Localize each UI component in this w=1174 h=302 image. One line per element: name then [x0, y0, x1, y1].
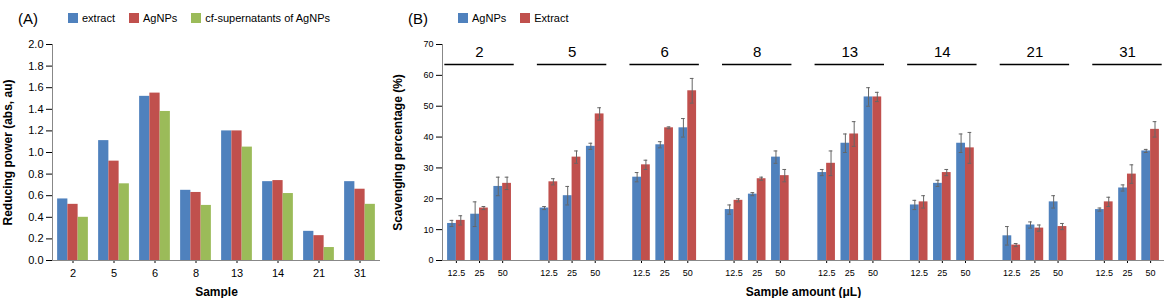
- svg-text:1.6: 1.6: [28, 81, 43, 93]
- svg-text:40: 40: [423, 132, 433, 142]
- svg-text:1.0: 1.0: [28, 146, 43, 158]
- svg-text:2: 2: [70, 267, 76, 279]
- svg-text:13: 13: [231, 267, 243, 279]
- svg-text:12.5: 12.5: [818, 268, 836, 278]
- svg-text:6: 6: [660, 43, 668, 60]
- svg-text:25: 25: [752, 268, 762, 278]
- svg-text:1.8: 1.8: [28, 60, 43, 72]
- svg-text:12.5: 12.5: [633, 268, 651, 278]
- svg-text:70: 70: [423, 39, 433, 49]
- svg-text:5: 5: [111, 267, 117, 279]
- html-text:extract: extract: [82, 12, 115, 24]
- svg-text:5: 5: [568, 43, 576, 60]
- svg-text:50: 50: [775, 268, 785, 278]
- svg-text:50: 50: [683, 268, 693, 278]
- svg-text:25: 25: [937, 268, 947, 278]
- svg-text:12.5: 12.5: [910, 268, 928, 278]
- svg-text:0: 0: [428, 255, 433, 265]
- svg-text:50: 50: [868, 268, 878, 278]
- svg-text:0.6: 0.6: [28, 189, 43, 201]
- svg-text:2.0: 2.0: [28, 38, 43, 50]
- svg-text:31: 31: [1119, 43, 1136, 60]
- svg-text:0.0: 0.0: [28, 254, 43, 266]
- svg-text:10: 10: [423, 225, 433, 235]
- svg-text:13: 13: [841, 43, 858, 60]
- svg-text:20: 20: [423, 194, 433, 204]
- svg-text:21: 21: [1027, 43, 1044, 60]
- svg-text:Sample amount (μL): Sample amount (μL): [746, 285, 861, 299]
- svg-text:1.2: 1.2: [28, 124, 43, 136]
- svg-text:2: 2: [475, 43, 483, 60]
- svg-text:8: 8: [193, 267, 199, 279]
- svg-text:25: 25: [567, 268, 577, 278]
- svg-text:30: 30: [423, 163, 433, 173]
- svg-text:12.5: 12.5: [1096, 268, 1114, 278]
- svg-text:14: 14: [272, 267, 284, 279]
- svg-text:25: 25: [1030, 268, 1040, 278]
- html-text:(A): (A): [18, 9, 38, 27]
- svg-text:6: 6: [152, 267, 158, 279]
- svg-text:25: 25: [475, 268, 485, 278]
- svg-text:50: 50: [498, 268, 508, 278]
- svg-text:50: 50: [423, 101, 433, 111]
- svg-text:25: 25: [1122, 268, 1132, 278]
- svg-text:12.5: 12.5: [725, 268, 743, 278]
- svg-text:0.4: 0.4: [28, 211, 43, 223]
- svg-text:31: 31: [354, 267, 366, 279]
- svg-text:Scavenging percentage (%): Scavenging percentage (%): [391, 74, 405, 231]
- html-text:Extract: Extract: [534, 12, 569, 24]
- svg-text:25: 25: [660, 268, 670, 278]
- svg-text:8: 8: [753, 43, 761, 60]
- svg-text:60: 60: [423, 70, 433, 80]
- html-text:AgNPs: AgNPs: [143, 12, 178, 24]
- svg-text:50: 50: [960, 268, 970, 278]
- svg-text:12.5: 12.5: [1003, 268, 1021, 278]
- html-text:AgNPs: AgNPs: [472, 12, 507, 24]
- svg-text:0.8: 0.8: [28, 168, 43, 180]
- svg-text:1.4: 1.4: [28, 103, 43, 115]
- svg-text:12.5: 12.5: [540, 268, 558, 278]
- svg-text:25: 25: [845, 268, 855, 278]
- svg-text:Sample: Sample: [195, 285, 238, 299]
- html-text:(B): (B): [408, 9, 428, 27]
- svg-text:50: 50: [590, 268, 600, 278]
- svg-text:21: 21: [313, 267, 325, 279]
- svg-text:12.5: 12.5: [448, 268, 466, 278]
- svg-text:14: 14: [934, 43, 951, 60]
- svg-text:50: 50: [1053, 268, 1063, 278]
- svg-text:Reducing power (abs, au): Reducing power (abs, au): [1, 79, 15, 225]
- svg-text:0.2: 0.2: [28, 232, 43, 244]
- svg-text:50: 50: [1146, 268, 1156, 278]
- html-text:cf-supernatants of AgNPs: cf-supernatants of AgNPs: [205, 12, 330, 24]
